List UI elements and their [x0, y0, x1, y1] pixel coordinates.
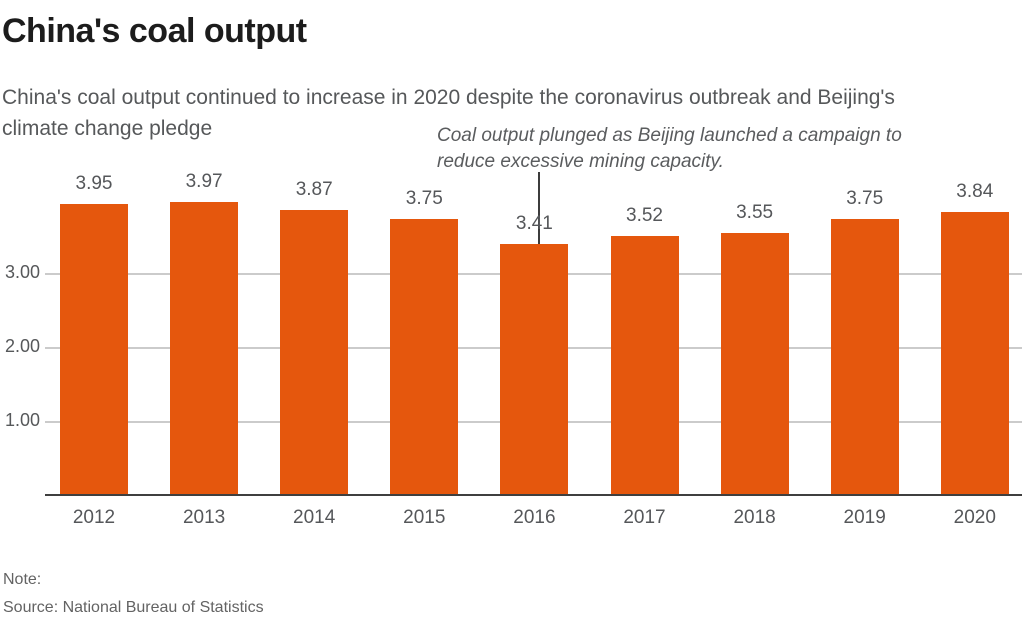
chart-subtitle: China's coal output continued to increas…: [2, 82, 895, 144]
bar-value-label-2012: 3.95: [75, 172, 113, 194]
note-label: Note:: [3, 571, 42, 588]
x-tick-label-2017: 2017: [623, 507, 666, 528]
bar-2013: [170, 202, 239, 496]
chart-annotation: Coal output plunged as Beijing launched …: [437, 123, 902, 175]
x-tick-label-2016: 2016: [513, 507, 556, 528]
bar-2016: [500, 243, 569, 496]
x-tick-label-2013: 2013: [182, 507, 226, 528]
bar-value-label-2018: 3.55: [736, 202, 774, 224]
chart-title: China's coal output: [2, 12, 307, 50]
bar-2017: [610, 235, 679, 496]
chart-subtitle-line-2: climate change pledge: [2, 117, 213, 140]
y-tick-label-2.00: 2.00: [4, 336, 40, 356]
bar-value-label-2014: 3.87: [295, 178, 333, 200]
chart-annotation-line-2: reduce excessive mining capacity.: [437, 151, 724, 172]
x-tick-label-2012: 2012: [72, 507, 116, 528]
bar-value-label-2020: 3.84: [956, 180, 994, 202]
bar-value-label-2015: 3.75: [405, 187, 443, 209]
x-tick-label-2015: 2015: [403, 507, 446, 528]
bar-value-label-2016: 3.41: [515, 212, 553, 234]
bar-2018: [720, 233, 789, 496]
y-tick-label-3.00: 3.00: [4, 262, 40, 282]
chart-annotation-line-1: Coal output plunged as Beijing launched …: [437, 125, 902, 146]
x-tick-label-2018: 2018: [733, 507, 776, 528]
source-label: Source: National Bureau of Statistics: [3, 599, 264, 616]
bar-2014: [280, 209, 349, 496]
bar-2020: [940, 211, 1009, 496]
x-tick-label-2014: 2014: [293, 507, 336, 528]
bar-value-label-2013: 3.97: [185, 171, 223, 193]
bar-2012: [60, 203, 128, 496]
x-axis-line: [45, 494, 1022, 496]
annotation-arrow-line: [538, 172, 540, 291]
chart-subtitle-line-1: China's coal output continued to increas…: [2, 86, 895, 109]
bar-2019: [830, 218, 899, 496]
y-tick-label-1.00: 1.00: [4, 410, 40, 430]
x-tick-label-2020: 2020: [953, 507, 996, 528]
bar-value-label-2019: 3.75: [846, 187, 884, 209]
bar-value-label-2017: 3.52: [626, 204, 663, 226]
x-tick-label-2019: 2019: [843, 507, 886, 528]
bar-2015: [390, 218, 459, 496]
